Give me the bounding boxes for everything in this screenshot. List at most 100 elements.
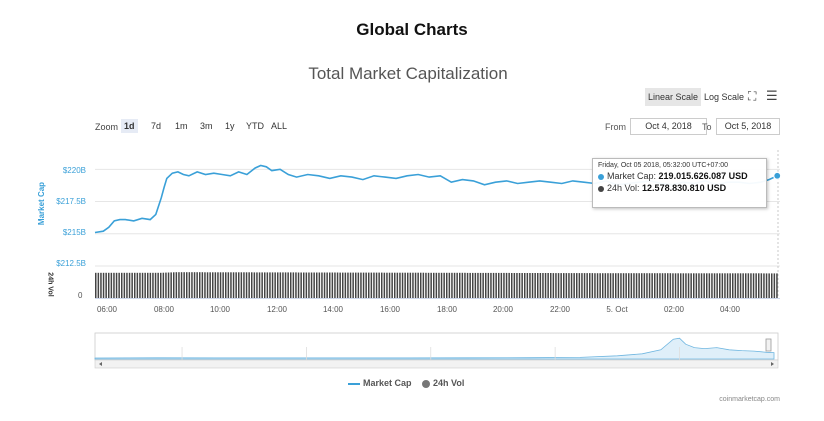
volume-bar xyxy=(165,272,167,298)
volume-bar xyxy=(760,273,763,298)
volume-bar xyxy=(222,272,224,298)
volume-bar xyxy=(334,272,336,298)
volume-bar xyxy=(147,272,149,298)
range-from-input[interactable]: Oct 4, 2018 xyxy=(630,118,707,135)
volume-bar xyxy=(583,273,586,298)
volume-bar xyxy=(425,272,427,298)
volume-bar xyxy=(134,272,136,298)
volume-bar xyxy=(274,272,276,298)
volume-bar xyxy=(654,273,656,298)
volume-bar xyxy=(310,272,313,298)
volume-bar xyxy=(625,273,627,298)
volume-bar xyxy=(245,272,248,298)
volume-bar xyxy=(404,272,406,298)
volume-bar xyxy=(490,272,492,298)
x-tick-label: 16:00 xyxy=(379,305,401,314)
volume-bar xyxy=(711,273,713,298)
zoom-1y-button[interactable]: 1y xyxy=(225,121,235,131)
volume-bar xyxy=(729,273,731,298)
volume-bar xyxy=(542,273,544,298)
volume-bar xyxy=(295,272,297,298)
volume-dot-icon xyxy=(598,185,604,192)
volume-bar xyxy=(492,272,495,298)
x-tick-label: 04:00 xyxy=(719,305,741,314)
volume-bar xyxy=(698,273,700,298)
volume-bar xyxy=(615,273,617,298)
chart-title: Total Market Capitalization xyxy=(308,64,508,83)
fullscreen-icon[interactable]: ⛶ xyxy=(748,89,757,103)
volume-bar xyxy=(724,273,726,298)
zoom-7d-button[interactable]: 7d xyxy=(151,121,162,131)
volume-bar xyxy=(154,272,157,298)
volume-bar xyxy=(266,272,269,298)
volume-bar xyxy=(466,272,469,298)
volume-bar xyxy=(505,272,508,298)
volume-bar xyxy=(763,273,765,298)
market-cap-hover-point xyxy=(773,171,782,180)
volume-bar xyxy=(162,272,165,298)
zoom-1d-button[interactable]: 1d xyxy=(121,119,138,133)
volume-bar xyxy=(235,272,237,298)
zoom-1m-button[interactable]: 1m xyxy=(175,121,188,131)
x-tick-label: 14:00 xyxy=(322,305,344,314)
volume-bar xyxy=(277,272,279,298)
legend-market-cap-label: Market Cap xyxy=(363,378,412,388)
linear-scale-button[interactable]: Linear Scale xyxy=(645,88,702,106)
volume-bar xyxy=(555,273,557,298)
volume-bar xyxy=(253,272,256,298)
volume-bar xyxy=(758,273,760,298)
tooltip: Friday, Oct 05 2018, 05:32:00 UTC+07:00 … xyxy=(592,158,767,208)
volume-bar xyxy=(651,273,653,298)
volume-bar xyxy=(495,272,497,298)
tooltip-volume-row: 24h Vol: 12.578.830.810 USD xyxy=(598,183,766,193)
volume-bar xyxy=(243,272,245,298)
zoom-label: Zoom xyxy=(95,122,119,132)
tooltip-market-cap-value: 219.015.626.087 USD xyxy=(658,171,748,181)
volume-bar xyxy=(719,273,721,298)
volume-bar xyxy=(617,273,620,298)
volume-bar xyxy=(321,272,323,298)
volume-bar xyxy=(420,272,422,298)
volume-bar xyxy=(750,273,752,298)
legend-market-cap[interactable]: Market Cap xyxy=(348,378,412,388)
volume-bar xyxy=(513,273,516,298)
volume-bar xyxy=(269,272,271,298)
volume-bar xyxy=(664,273,666,298)
zoom-3m-button[interactable]: 3m xyxy=(200,121,213,131)
volume-bar xyxy=(456,272,458,298)
tooltip-volume-value: 12.578.830.810 USD xyxy=(642,183,727,193)
menu-icon[interactable]: ☰ xyxy=(766,88,778,103)
x-tick-label: 02:00 xyxy=(663,305,685,314)
volume-bar xyxy=(105,272,107,298)
volume-bar xyxy=(446,272,448,298)
zoom-ytd-button[interactable]: YTD xyxy=(246,121,264,131)
range-to-label: To xyxy=(702,122,712,132)
scroll-left-icon xyxy=(99,362,102,366)
volume-bar xyxy=(706,273,708,298)
volume-bar xyxy=(167,272,170,298)
volume-bar xyxy=(201,272,204,298)
zoom-all-button[interactable]: ALL xyxy=(271,121,288,131)
range-to-input[interactable]: Oct 5, 2018 xyxy=(716,118,780,135)
y-tick-label: $212.5B xyxy=(56,259,86,268)
volume-bar xyxy=(186,272,188,298)
x-tick-label: 5. Oct xyxy=(606,305,628,314)
volume-bar xyxy=(612,273,614,298)
y-tick-label: $217.5B xyxy=(56,197,86,206)
volume-bar xyxy=(318,272,321,298)
navigator-scrollbar xyxy=(94,359,779,369)
volume-bar xyxy=(227,272,230,298)
volume-bar xyxy=(282,272,284,298)
legend-volume[interactable]: 24h Vol xyxy=(422,378,464,388)
volume-bar xyxy=(526,273,529,298)
market-cap-dot-icon xyxy=(598,173,604,180)
tooltip-date: Friday, Oct 05 2018, 05:32:00 UTC+07:00 xyxy=(598,162,729,169)
volume-bar xyxy=(485,272,487,298)
grid-lines xyxy=(95,150,780,299)
volume-bar xyxy=(747,273,750,298)
volume-bar xyxy=(713,273,716,298)
volume-bar xyxy=(323,272,326,298)
tooltip-market-cap-label: Market Cap: xyxy=(607,171,657,181)
volume-bar xyxy=(144,272,146,298)
log-scale-button[interactable]: Log Scale xyxy=(704,92,745,102)
